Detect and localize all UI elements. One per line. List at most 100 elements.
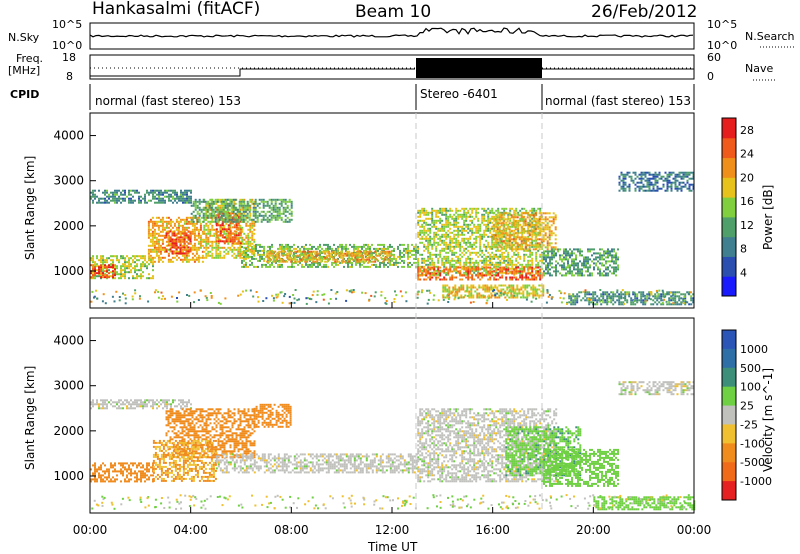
heatmap-cell	[165, 232, 168, 235]
heatmap-cell	[147, 248, 150, 251]
heatmap-cell	[505, 265, 508, 268]
heatmap-cell	[569, 248, 571, 251]
heatmap-cell	[203, 240, 206, 243]
heatmap-cell	[531, 235, 534, 238]
heatmap-cell	[106, 268, 108, 271]
heatmap-cell	[198, 208, 201, 211]
heatmap-cell	[309, 243, 311, 246]
heatmap-cell	[492, 218, 495, 221]
heatmap-cell	[243, 202, 246, 205]
heatmap-cell	[233, 224, 236, 227]
heatmap-cell	[447, 257, 450, 260]
heatmap-cell	[102, 259, 104, 262]
heatmap-cell	[507, 237, 510, 240]
heatmap-cell	[224, 218, 227, 221]
heatmap-cell	[138, 195, 140, 198]
heatmap-cell	[102, 255, 104, 258]
heatmap-cell	[417, 249, 419, 252]
heatmap-cell	[196, 210, 199, 213]
heatmap-cell	[449, 207, 452, 210]
heatmap-cell	[272, 256, 275, 259]
heatmap-cell	[342, 256, 345, 259]
heatmap-cell	[172, 189, 174, 192]
heatmap-cell	[444, 288, 447, 291]
heatmap-cell	[280, 218, 283, 221]
heatmap-cell	[573, 260, 575, 263]
heatmap-cell	[236, 220, 239, 223]
heatmap-cell	[230, 210, 233, 213]
heatmap-cell	[187, 248, 190, 251]
heatmap-cell	[289, 265, 291, 268]
heatmap-cell	[587, 268, 589, 271]
heatmap-cell	[128, 261, 130, 264]
freq-tick-bottom: 8	[66, 70, 73, 83]
heatmap-cell	[449, 270, 452, 273]
heatmap-cell	[477, 225, 480, 228]
heatmap-cell	[349, 243, 351, 246]
heatmap-cell	[179, 230, 182, 233]
heatmap-cell	[227, 234, 230, 237]
heatmap-cell	[429, 255, 432, 258]
heatmap-cell	[163, 236, 166, 239]
heatmap-cell	[506, 220, 509, 223]
heatmap-cell	[110, 259, 112, 262]
heatmap-cell	[475, 235, 478, 238]
heatmap-cell	[360, 254, 363, 257]
heatmap-cell	[447, 261, 450, 264]
heatmap-cell	[102, 257, 104, 260]
heatmap-cell	[451, 223, 454, 226]
heatmap-cell	[475, 237, 478, 240]
heatmap-cell	[423, 225, 426, 228]
heatmap-cell	[510, 284, 513, 287]
heatmap-cell	[309, 263, 311, 266]
heatmap-cell	[445, 215, 448, 218]
heatmap-cell	[138, 269, 140, 272]
heatmap-cell	[521, 267, 524, 270]
heatmap-cell	[357, 247, 359, 250]
heatmap-cell	[481, 219, 484, 222]
heatmap-cell	[219, 228, 222, 231]
heatmap-cell	[542, 288, 545, 291]
heatmap-cell	[530, 220, 533, 223]
heatmap-cell	[518, 288, 521, 291]
heatmap-cell	[192, 210, 195, 213]
heatmap-cell	[211, 256, 214, 259]
heatmap-cell	[287, 247, 289, 250]
heatmap-cell	[284, 214, 287, 217]
heatmap-cell	[204, 212, 207, 215]
heatmap-cell	[180, 195, 182, 198]
heatmap-cell	[423, 243, 426, 246]
heatmap-cell	[227, 236, 230, 239]
heatmap-cell	[279, 257, 281, 260]
heatmap-cell	[255, 257, 257, 260]
heatmap-cell	[469, 253, 472, 256]
heatmap-cell	[505, 237, 508, 240]
heatmap-cell	[534, 238, 537, 241]
heatmap-cell	[527, 278, 530, 281]
heatmap-cell	[508, 286, 511, 289]
heatmap-cell	[415, 261, 417, 264]
heatmap-cell	[520, 228, 523, 231]
heatmap-cell	[510, 294, 513, 297]
heatmap-cell	[212, 214, 215, 217]
heatmap-cell	[425, 229, 428, 232]
heatmap-cell	[463, 229, 466, 232]
heatmap-cell	[218, 212, 221, 215]
heatmap-cell	[236, 218, 239, 221]
heatmap-cell	[539, 223, 542, 226]
heatmap-cell	[183, 220, 186, 223]
heatmap-cell	[551, 248, 553, 251]
heatmap-cell	[365, 253, 367, 256]
heatmap-cell	[266, 218, 269, 221]
heatmap-cell	[177, 230, 180, 233]
heatmap-cell	[217, 238, 220, 241]
heatmap-cell	[315, 247, 317, 250]
heatmap-cell	[207, 228, 210, 231]
heatmap-cell	[444, 286, 447, 289]
heatmap-cell	[174, 199, 176, 202]
heatmap-cell	[504, 232, 507, 235]
heatmap-cell	[528, 222, 531, 225]
heatmap-cell	[470, 284, 473, 287]
heatmap-cell	[233, 252, 236, 255]
heatmap-cell	[239, 228, 242, 231]
